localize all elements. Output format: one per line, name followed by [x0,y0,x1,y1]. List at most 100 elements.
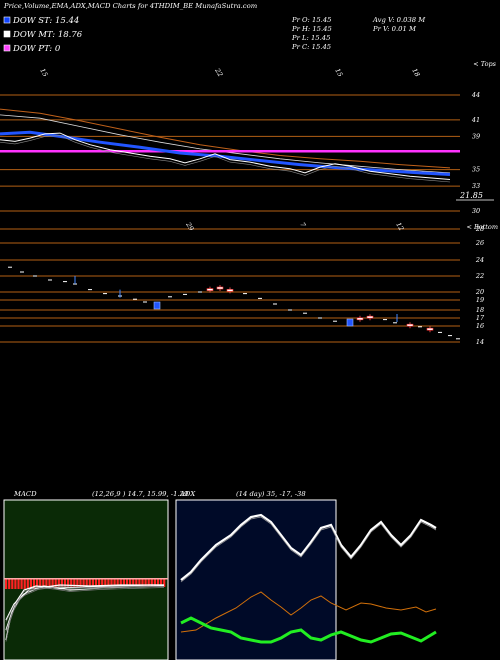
price-low: Pr L: 15.45 [291,34,330,42]
price-close: Pr C: 15.45 [291,43,331,51]
macd-bar [122,579,125,587]
macd-bar [42,579,45,587]
macd-bar [79,579,82,587]
macd-bar [85,579,88,587]
macd-bar [67,579,70,587]
legend-swatch-st [3,16,11,24]
macd-bar [29,579,32,589]
y-tick-label: 24 [475,256,484,264]
macd-bar [98,579,101,587]
adx-values: (14 day) 35, -17, -38 [236,490,306,498]
candle-red [206,288,214,291]
legend-swatch-pt [3,44,11,52]
candle-red [406,323,414,327]
candle-red [366,315,374,319]
macd-bar [129,579,132,587]
macd-bar [54,579,57,587]
adx-panel [175,499,437,660]
macd-panel [3,499,169,660]
y-tick-label: 19 [476,296,484,304]
y-tick-label: 28 [475,225,484,233]
price-line [0,132,451,180]
macd-zero-line [4,578,168,580]
macd-bar [135,579,138,587]
macd-bar [20,579,23,589]
macd-bar [39,579,42,587]
macd-bar [104,579,107,587]
date-label: 15 [333,67,344,78]
bottom-label: < Bottom [466,223,498,231]
macd-bar [73,579,76,587]
last-value-label: 21.85 [459,191,483,200]
legend-dow-st: DOW ST: 15.44 [12,16,79,26]
macd-bar [8,579,11,589]
candle-red [426,327,434,331]
macd-bar [110,579,113,587]
prev-volume: Pr V: 0.01 M [372,25,417,33]
y-tick-label: 33 [472,182,480,190]
macd-bar [150,579,153,587]
macd-bar [57,579,60,587]
macd-bar [153,579,156,587]
macd-bar [113,579,116,587]
macd-bar [63,579,67,587]
ema-long-line [0,108,451,169]
y-tick-label: 16 [476,322,484,330]
macd-bar [82,579,85,587]
macd-bar [14,579,17,589]
y-tick-label: 35 [472,166,480,174]
macd-bar [132,579,135,587]
di-minus-line [180,591,437,633]
y-tick-label: 41 [471,116,480,124]
macd-bar [76,579,79,587]
macd-bar [116,579,119,587]
macd-bar [160,579,163,587]
macd-signal-line [5,587,165,632]
candle-blue [153,301,161,310]
di-plus-line [180,616,437,644]
macd-bar [48,579,51,587]
macd-bar [32,579,36,589]
macd-bar [26,579,29,589]
adx-title: ADX [179,490,196,498]
macd-bar [147,579,150,587]
macd-values: (12,26,9 ) 14.7, 15.99, -1.29 [92,490,189,498]
y-tick-label: 20 [475,288,484,296]
tops-label: < Tops [473,60,496,68]
y-tick-label: 30 [472,207,480,215]
macd-bar [144,579,147,587]
legend-dow-mt: DOW MT: 18.76 [12,30,83,40]
macd-signal-line [5,586,164,622]
candle-blue [346,318,354,327]
date-label: 22 [213,66,225,78]
avg-volume: Avg V: 0.038 M [372,16,426,24]
macd-bar [36,579,39,587]
y-tick-label: 44 [471,91,480,99]
price-ema-panel: 44 41 39 35 33 30 < Tops 15 22 15 18 21.85 [0,60,497,215]
date-label: 18 [410,67,421,78]
macd-bar [119,579,122,587]
macd-bar [156,579,160,587]
macd-bar [101,579,104,587]
macd-bar [125,579,129,587]
macd-bar [51,579,54,587]
y-tick-label: 18 [476,306,484,314]
macd-line [5,584,164,621]
candle-red [356,317,364,321]
macd-bar [94,579,98,587]
macd-bar [17,579,20,589]
price-open: Pr O: 15.45 [291,16,331,24]
macd-bar [138,579,141,587]
adx-frame [175,499,337,660]
date-label: 7 [298,221,307,229]
macd-bar [60,579,63,587]
legend-dow-pt: DOW PT: 0 [12,44,61,54]
y-tick-label: 39 [472,132,480,140]
price-shadow-line [0,135,451,183]
adx-shadow-line [180,516,437,583]
macd-bar [91,579,94,587]
y-tick-label: 26 [475,239,484,247]
price-high: Pr H: 15.45 [291,25,332,33]
